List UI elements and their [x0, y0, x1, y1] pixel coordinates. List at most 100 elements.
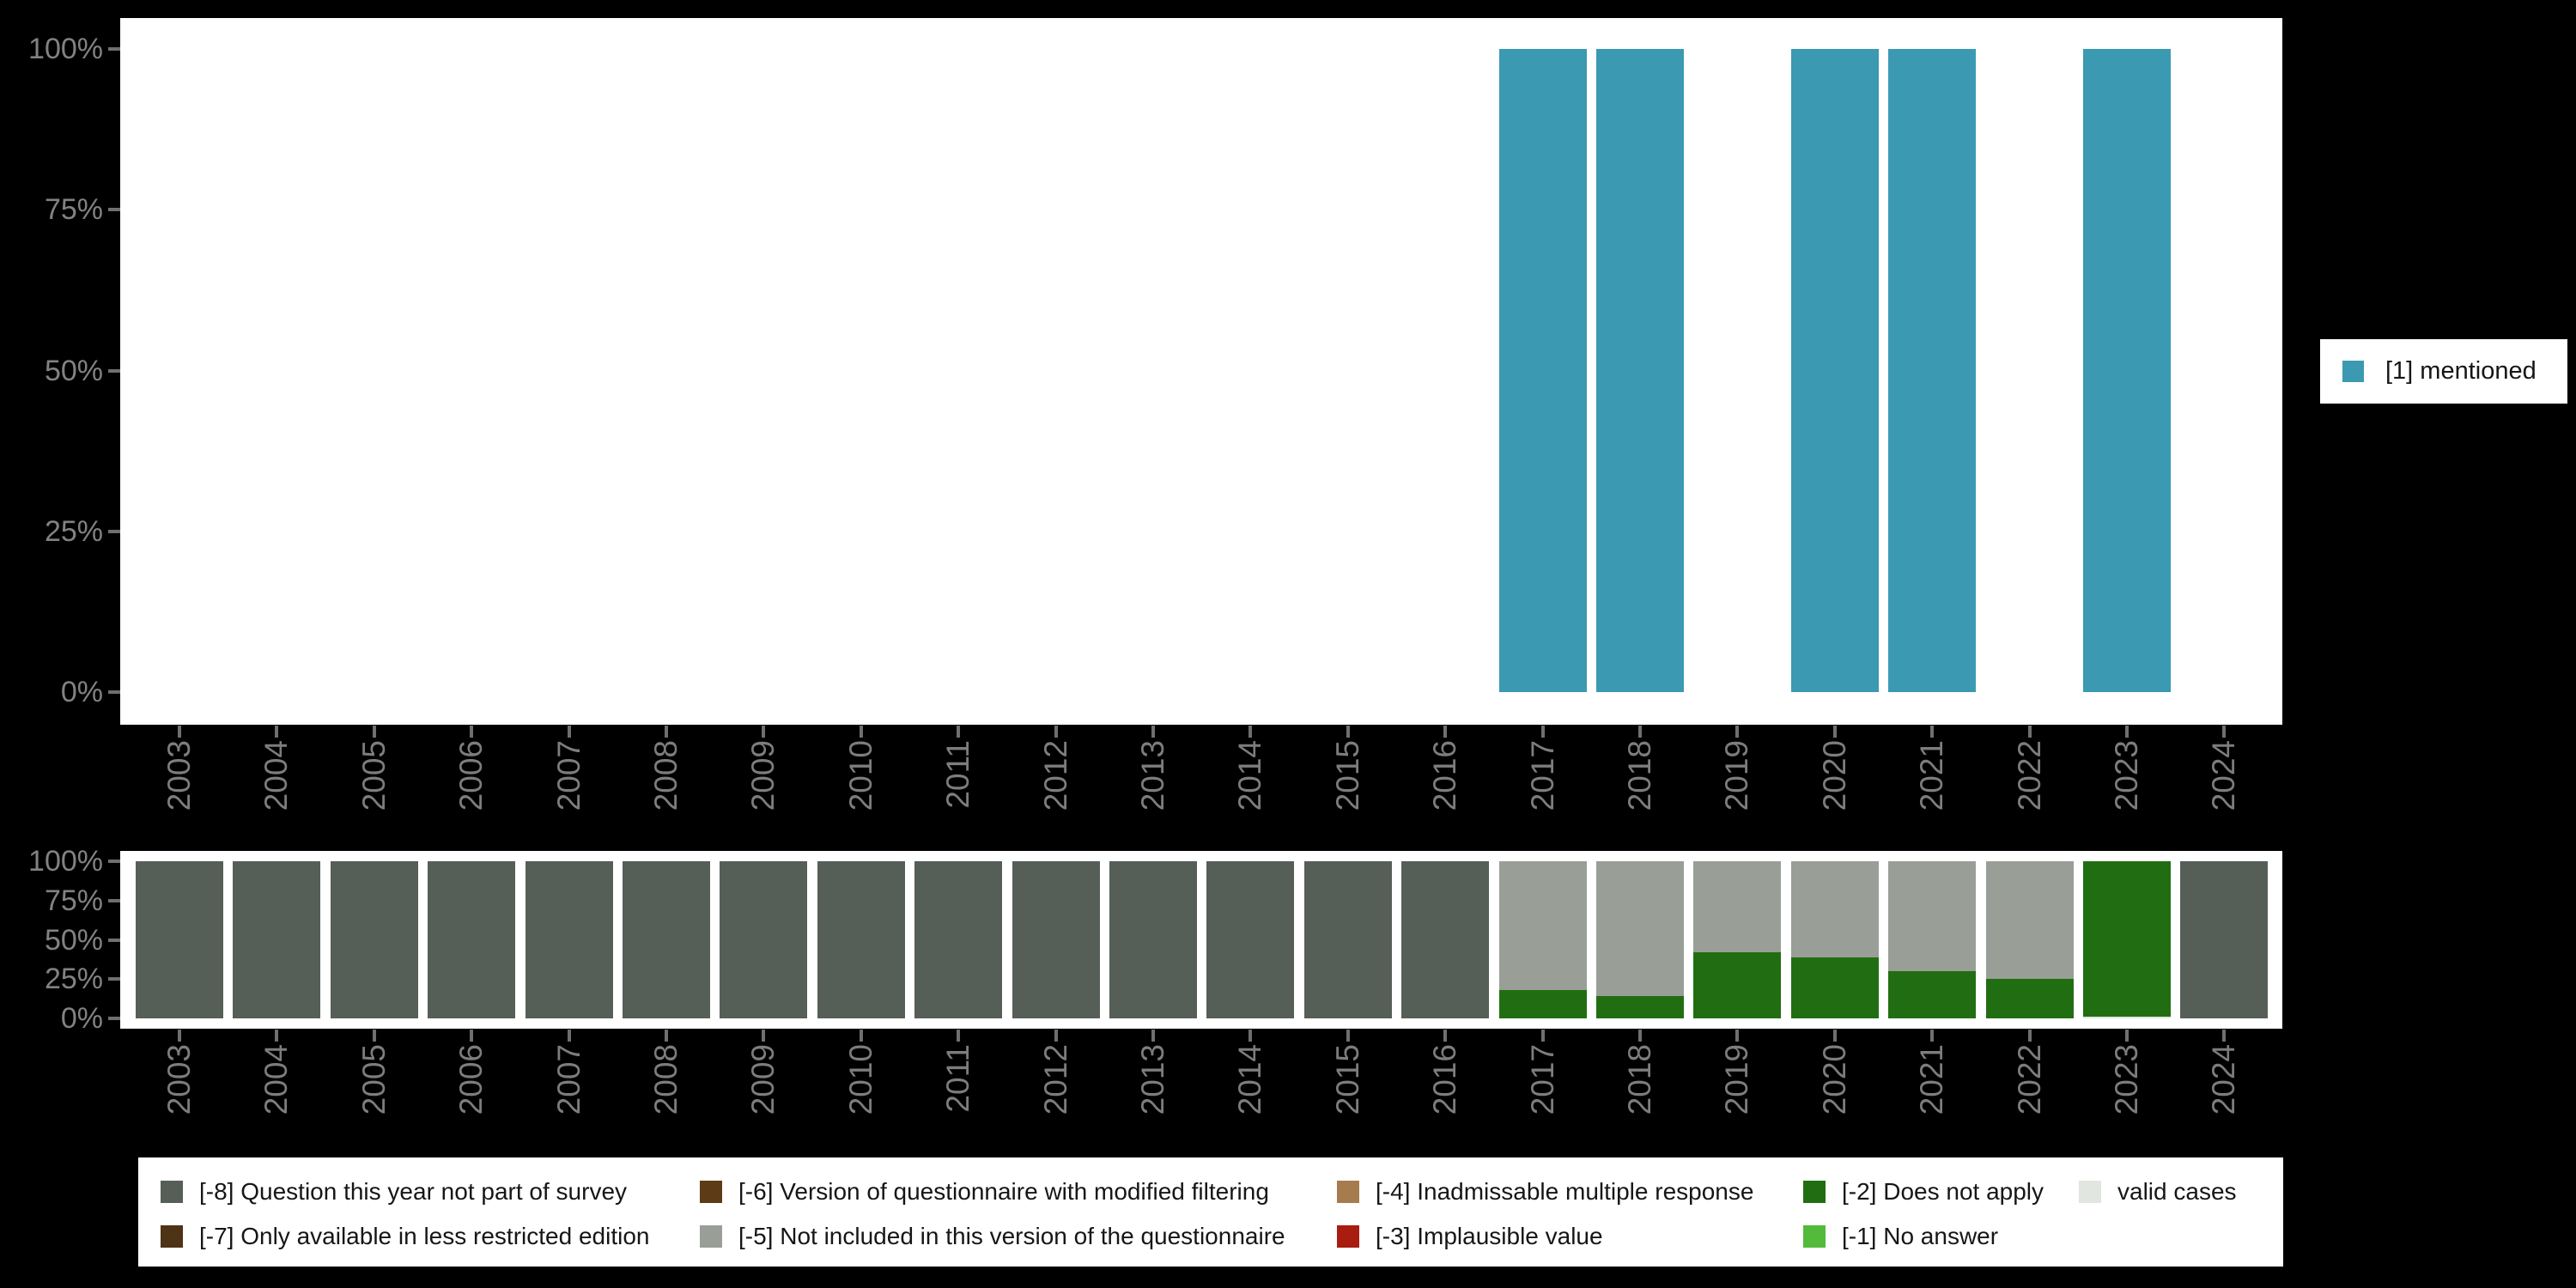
y-axis-label: 25% [44, 963, 103, 996]
x-axis-tick [1443, 1030, 1448, 1042]
x-axis-tick [178, 726, 181, 738]
bar-2018--2-does-not-apply [1596, 996, 1684, 1018]
bar-2021--2-does-not-apply [1888, 971, 1977, 1018]
x-axis-tick [567, 1030, 571, 1042]
bar-2021--1-mentioned [1888, 49, 1977, 692]
x-axis-tick [567, 726, 571, 738]
x-axis-label-2023: 2023 [2109, 1044, 2144, 1115]
x-axis-label-2008: 2008 [648, 740, 683, 811]
x-axis-label-2015: 2015 [1329, 1044, 1365, 1115]
x-axis-tick [2125, 1030, 2129, 1042]
legend-label-6-version-of-questionnaire-with-modified-filtering: [-6] Version of questionnaire with modif… [738, 1178, 1269, 1205]
y-axis-label: 75% [44, 884, 103, 917]
x-axis-label-2013: 2013 [1135, 1044, 1170, 1115]
y-axis-label: 100% [28, 845, 103, 878]
bar-2020--1-mentioned [1790, 49, 1879, 692]
x-axis-label-2016: 2016 [1427, 740, 1463, 811]
x-axis-tick [2125, 726, 2129, 738]
x-axis-label-2008: 2008 [648, 1044, 683, 1115]
x-axis-label-2018: 2018 [1622, 740, 1657, 811]
legend-swatch-7-only-available-in-less-restricted-edition [161, 1225, 183, 1248]
x-axis-tick [1638, 1030, 1642, 1042]
x-axis-tick [470, 726, 474, 738]
x-axis-label-2021: 2021 [1914, 740, 1950, 811]
x-axis-tick [372, 726, 376, 738]
y-axis-tick [108, 208, 120, 212]
legend-swatch-3-implausible-value [1337, 1225, 1359, 1248]
y-axis-tick [108, 1017, 120, 1020]
bar-2023--1-mentioned [2083, 49, 2171, 692]
x-axis-tick [2027, 1030, 2032, 1042]
x-axis-tick [665, 1030, 668, 1042]
y-axis-tick [108, 529, 120, 533]
bar-2012--8-question-this-year-not-part-of-survey [1012, 861, 1100, 1018]
y-axis-label: 50% [44, 354, 103, 387]
bar-2008--8-question-this-year-not-part-of-survey [623, 861, 710, 1018]
x-axis-tick [859, 1030, 863, 1042]
x-axis-label-2003: 2003 [161, 1044, 197, 1115]
bar-2004--8-question-this-year-not-part-of-survey [233, 861, 321, 1018]
legend-label-4-inadmissable-multiple-response: [-4] Inadmissable multiple response [1376, 1178, 1754, 1205]
bar-2017--5-not-included-in-this-version-of-the-questionnaire [1498, 861, 1587, 991]
x-axis-tick [762, 1030, 766, 1042]
bar-2014--8-question-this-year-not-part-of-survey [1206, 861, 1295, 1018]
x-axis-label-2019: 2019 [1719, 1044, 1755, 1115]
x-axis-tick [1930, 1030, 1935, 1042]
y-axis-tick [108, 898, 120, 902]
x-axis-tick [2222, 1030, 2227, 1042]
x-axis-tick [1054, 1030, 1058, 1042]
x-axis-label-2006: 2006 [453, 1044, 489, 1115]
x-axis-tick [957, 1030, 961, 1042]
x-axis-tick [1151, 1030, 1155, 1042]
x-axis-label-2007: 2007 [550, 1044, 586, 1115]
bar-2020--2-does-not-apply [1790, 957, 1879, 1018]
x-axis-label-2020: 2020 [1816, 740, 1852, 811]
x-axis-tick [1735, 726, 1740, 738]
x-axis-label-2017: 2017 [1524, 1044, 1560, 1115]
bar-2023--2-does-not-apply [2083, 861, 2171, 1018]
y-axis-label: 0% [60, 1002, 103, 1035]
bar-2022--5-not-included-in-this-version-of-the-questionnaire [1985, 861, 2074, 980]
bar-2009--8-question-this-year-not-part-of-survey [720, 861, 808, 1018]
y-axis-tick [108, 368, 120, 373]
bar-2007--8-question-this-year-not-part-of-survey [525, 861, 613, 1018]
x-axis-tick [275, 1030, 279, 1042]
y-axis-label: 0% [60, 676, 103, 708]
bar-2020--5-not-included-in-this-version-of-the-questionnaire [1790, 861, 1879, 957]
x-axis-label-2019: 2019 [1719, 740, 1755, 811]
x-axis-tick [762, 726, 766, 738]
x-axis-label-2021: 2021 [1914, 1044, 1950, 1115]
bar-2006--8-question-this-year-not-part-of-survey [428, 861, 516, 1018]
x-axis-tick [1054, 726, 1058, 738]
y-axis-tick [108, 690, 120, 694]
x-axis-label-2004: 2004 [258, 740, 295, 811]
x-axis-tick [1249, 1030, 1253, 1042]
x-axis-tick [1540, 726, 1545, 738]
legend-swatchvalid-cases [2079, 1181, 2101, 1203]
bar-2011--8-question-this-year-not-part-of-survey [914, 861, 1003, 1018]
bar-2017--1-mentioned [1498, 49, 1587, 692]
x-axis-label-2016: 2016 [1427, 1044, 1463, 1115]
x-axis-label-2011: 2011 [940, 740, 976, 809]
legend-swatch-mentioned [2342, 361, 2364, 382]
x-axis-label-2004: 2004 [258, 1044, 295, 1115]
x-axis-label-2024: 2024 [2206, 740, 2242, 811]
x-axis-tick [1930, 726, 1935, 738]
x-axis-label-2009: 2009 [745, 740, 781, 811]
x-axis-tick [1151, 726, 1155, 738]
bar-2003--8-question-this-year-not-part-of-survey [136, 861, 223, 1018]
legend-label-8-question-this-year-not-part-of-survey: [-8] Question this year not part of surv… [199, 1178, 628, 1205]
y-axis-tick [108, 860, 120, 863]
x-axis-tick [1540, 1030, 1545, 1042]
bar-2024--8-question-this-year-not-part-of-survey [2180, 861, 2269, 1018]
x-axis-label-2017: 2017 [1524, 740, 1560, 811]
bar-2019--2-does-not-apply [1693, 952, 1782, 1018]
x-axis-tick [2222, 726, 2227, 738]
y-axis-tick [108, 938, 120, 942]
legend-swatch-1-no-answer [1803, 1225, 1826, 1248]
x-axis-label-2005: 2005 [355, 740, 392, 811]
x-axis-tick [178, 1030, 181, 1042]
bar-2015--8-question-this-year-not-part-of-survey [1303, 861, 1392, 1018]
y-axis-tick [108, 47, 120, 51]
